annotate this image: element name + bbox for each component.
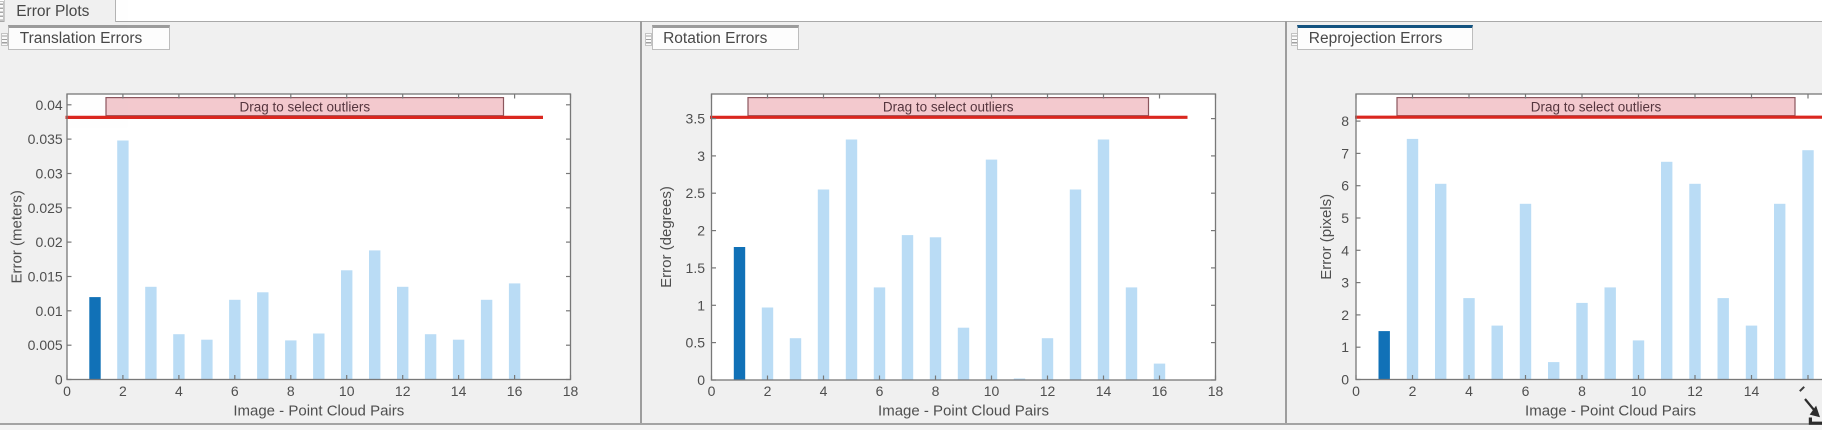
svg-text:0.04: 0.04 <box>35 97 62 113</box>
svg-text:Drag to select outliers: Drag to select outliers <box>1531 100 1662 115</box>
svg-text:6: 6 <box>1522 383 1530 399</box>
svg-text:2: 2 <box>1409 383 1417 399</box>
svg-text:0: 0 <box>1352 383 1360 399</box>
svg-text:0.015: 0.015 <box>28 269 63 285</box>
svg-text:16: 16 <box>507 383 523 399</box>
svg-text:0.02: 0.02 <box>35 234 62 250</box>
svg-text:2: 2 <box>697 223 705 239</box>
svg-text:Error (degrees): Error (degrees) <box>658 186 675 288</box>
svg-text:18: 18 <box>1208 383 1224 399</box>
svg-text:12: 12 <box>1040 383 1056 399</box>
svg-text:10: 10 <box>1631 383 1647 399</box>
svg-text:4: 4 <box>1341 242 1349 258</box>
svg-text:8: 8 <box>932 383 940 399</box>
svg-text:0.035: 0.035 <box>28 131 63 147</box>
svg-text:4: 4 <box>175 383 183 399</box>
svg-text:0: 0 <box>55 372 63 388</box>
svg-text:14: 14 <box>1744 383 1760 399</box>
svg-text:2: 2 <box>1341 307 1349 323</box>
svg-text:8: 8 <box>1578 383 1586 399</box>
svg-text:2: 2 <box>764 383 772 399</box>
svg-text:Error (pixels): Error (pixels) <box>1318 194 1335 280</box>
svg-text:3: 3 <box>697 148 705 164</box>
svg-text:1: 1 <box>697 297 705 313</box>
svg-text:2: 2 <box>119 383 127 399</box>
svg-text:3: 3 <box>1341 275 1349 291</box>
svg-text:6: 6 <box>876 383 884 399</box>
svg-text:10: 10 <box>339 383 355 399</box>
svg-text:0: 0 <box>708 383 716 399</box>
svg-text:0.01: 0.01 <box>35 303 62 319</box>
svg-text:Image - Point Cloud Pairs: Image - Point Cloud Pairs <box>233 403 404 420</box>
svg-text:Error (meters): Error (meters) <box>9 190 26 283</box>
svg-text:Image - Point Cloud Pairs: Image - Point Cloud Pairs <box>878 403 1049 420</box>
svg-text:0.03: 0.03 <box>35 166 62 182</box>
svg-text:8: 8 <box>287 383 295 399</box>
svg-text:3.5: 3.5 <box>686 111 706 127</box>
svg-text:4: 4 <box>820 383 828 399</box>
svg-text:16: 16 <box>1152 383 1168 399</box>
svg-text:1.5: 1.5 <box>686 260 706 276</box>
svg-text:5: 5 <box>1341 210 1349 226</box>
svg-text:6: 6 <box>1341 178 1349 194</box>
svg-text:12: 12 <box>1687 383 1703 399</box>
svg-text:Drag to select outliers: Drag to select outliers <box>240 100 371 115</box>
svg-text:0: 0 <box>697 372 705 388</box>
svg-text:14: 14 <box>1096 383 1112 399</box>
svg-text:6: 6 <box>231 383 239 399</box>
svg-text:14: 14 <box>451 383 467 399</box>
svg-text:8: 8 <box>1341 113 1349 129</box>
svg-text:Drag to select outliers: Drag to select outliers <box>883 100 1014 115</box>
svg-text:7: 7 <box>1341 145 1349 161</box>
svg-text:0.5: 0.5 <box>686 335 706 351</box>
svg-text:0: 0 <box>1341 372 1349 388</box>
svg-text:12: 12 <box>395 383 411 399</box>
svg-text:1: 1 <box>1341 339 1349 355</box>
svg-text:Image - Point Cloud Pairs: Image - Point Cloud Pairs <box>1525 403 1696 420</box>
svg-text:10: 10 <box>984 383 1000 399</box>
svg-text:2.5: 2.5 <box>686 185 706 201</box>
svg-text:4: 4 <box>1465 383 1473 399</box>
svg-text:0.005: 0.005 <box>28 337 63 353</box>
svg-text:0: 0 <box>63 383 71 399</box>
svg-text:18: 18 <box>563 383 579 399</box>
svg-text:0.025: 0.025 <box>28 200 63 216</box>
